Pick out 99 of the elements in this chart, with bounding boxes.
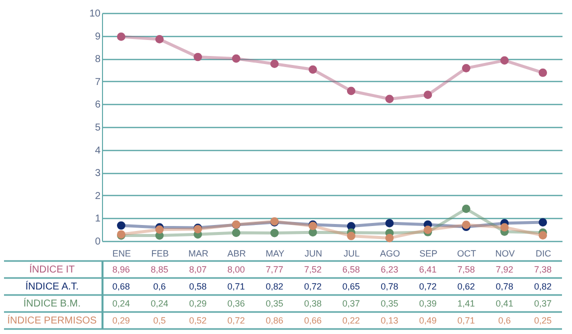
point [270,60,279,68]
y-tick-label: 3 [94,168,101,180]
data-label: 0,66 [304,316,322,326]
data-label: 0,35 [266,298,284,308]
point [424,90,432,100]
data-label: 0,72 [304,282,322,292]
data-label: 0,41 [496,298,514,308]
data-label: 0,68 [112,282,130,292]
x-tick-label: FEB [151,248,169,258]
x-tick-label: JUN [304,248,322,258]
data-label: 0,86 [266,316,284,326]
x-tick-label: SEP [419,248,438,258]
point [538,218,548,226]
x-tick-label: MAY [266,248,284,258]
text: ÍNDICE A.T. [25,280,79,292]
point [116,32,126,41]
data-label: 7,77 [266,264,284,274]
y-tick-label: 0 [94,236,101,248]
x-tick-label: JUL [344,248,360,258]
y-tick-label: 9 [94,31,101,42]
y-tick-label: 10 [89,8,101,20]
point [194,52,202,62]
x-tick-label: ENE [112,248,131,258]
point [462,220,470,229]
data-label: 0,24 [112,298,130,308]
data-label: 8,00 [227,264,245,274]
data-label: 0,72 [419,282,437,292]
data-label: 0,65 [342,282,360,292]
y-tick-label: 1 [94,214,101,225]
data-label: 0,71 [227,282,245,292]
data-label: 0,22 [342,316,360,326]
x-tick-label: ABR [227,248,246,258]
data-label: 6,41 [419,264,437,274]
data-label: 0,37 [534,298,552,308]
y-tick-label: 6 [94,100,101,111]
data-label: 0,6 [153,282,166,292]
y-tick-label: 8 [94,54,101,66]
point [155,225,164,234]
data-label: 0,6 [498,316,511,326]
data-label: 7,92 [496,264,514,274]
data-label: 0,52 [189,316,207,326]
point [232,228,240,237]
data-label: 8,07 [189,264,207,274]
data-label: 0,78 [380,282,398,292]
data-label: 0,82 [266,282,284,292]
point [462,204,470,214]
data-label: 0,49 [419,316,437,326]
data-label: 7,38 [534,264,552,274]
point [500,223,509,232]
data-label: 0,39 [419,298,437,308]
data-label: 0,29 [112,316,130,326]
data-label: 8,85 [150,264,168,274]
point [270,228,279,238]
data-label: 0,25 [534,316,552,326]
point [385,219,394,228]
x-tick-label: OCT [457,248,477,258]
point [500,56,509,65]
data-label: 0,29 [189,298,207,308]
data-label: 0,82 [534,282,552,292]
data-label: 6,23 [380,264,398,274]
y-tick-label: 5 [94,122,101,134]
x-tick-label: MAR [188,248,209,258]
x-tick-label: NOV [495,248,515,258]
data-label: 7,58 [457,264,475,274]
data-label: 0,36 [227,298,245,308]
y-tick-label: 2 [94,190,101,202]
data-label: 0,24 [150,298,168,308]
data-label: 0,37 [342,298,360,308]
data-label: 0,5 [153,316,166,326]
data-label: 0,78 [496,282,514,292]
data-label: 0,58 [189,282,207,292]
text: ÍNDICE PERMISOS [7,314,98,326]
y-tick-label: 7 [94,76,101,88]
data-label: 1,41 [457,298,475,308]
x-tick-label: AGO [380,248,400,258]
data-label: 8,96 [112,264,130,274]
data-label: 0,62 [457,282,475,292]
point [116,221,126,230]
data-label: 0,35 [380,298,398,308]
point [155,35,164,44]
data-label: 0,38 [304,298,322,308]
point [538,231,548,240]
x-tick-label: DIC [536,248,552,258]
point [385,94,394,104]
point [385,234,394,242]
point [232,54,240,63]
data-label: 6,58 [342,264,360,274]
point [538,68,548,77]
text: ÍNDICE IT [29,264,75,276]
y-tick-label: 4 [94,145,101,156]
data-label: 0,13 [380,316,398,326]
point [462,64,470,72]
point [346,86,356,96]
point [346,232,356,240]
data-label: 0,72 [227,316,245,326]
point [308,65,318,74]
data-label: 0,71 [457,316,475,326]
data-label: 7,52 [304,264,322,274]
text: ÍNDICE B.M. [23,298,81,310]
